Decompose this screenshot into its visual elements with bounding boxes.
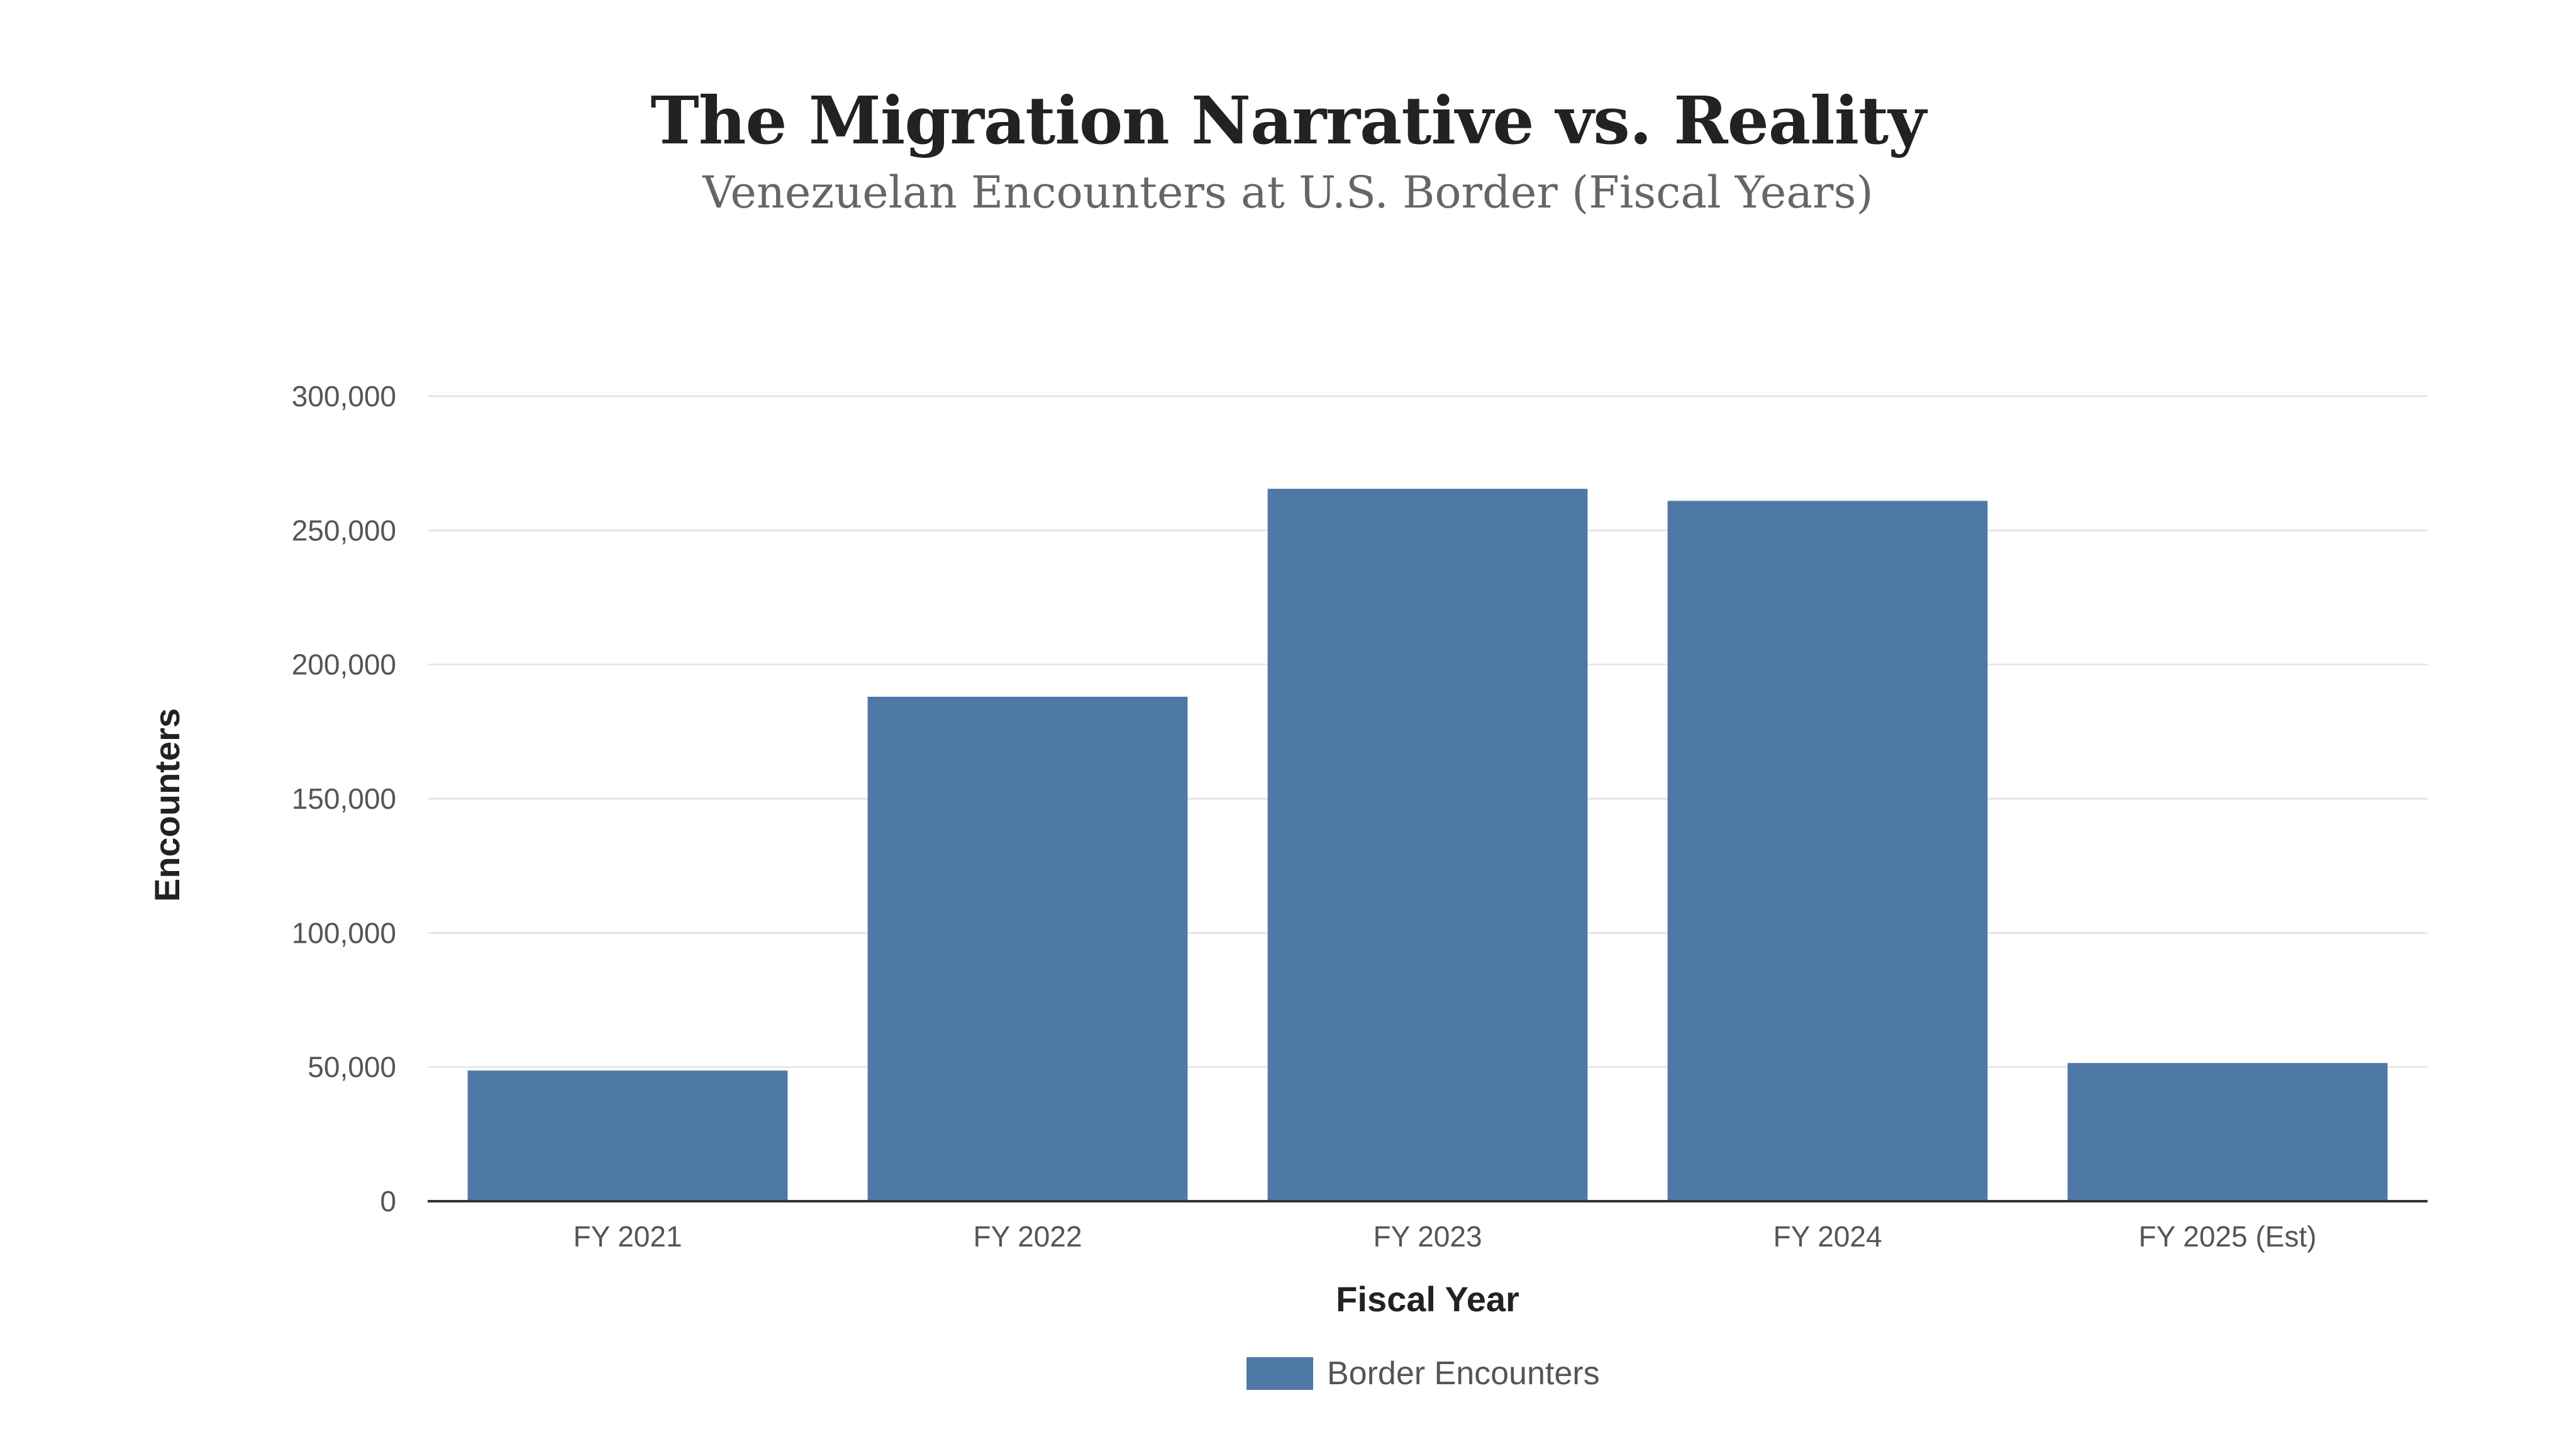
x-tick-label: FY 2023: [1373, 1220, 1482, 1253]
y-tick-label: 100,000: [292, 916, 396, 949]
y-tick-label: 300,000: [292, 380, 396, 413]
bar[interactable]: [2067, 1063, 2388, 1201]
bars: [467, 489, 2388, 1202]
bar[interactable]: [867, 696, 1188, 1201]
bar[interactable]: [467, 1070, 788, 1201]
x-tick-label: FY 2025 (Est): [2139, 1220, 2317, 1253]
x-axis-title: Fiscal Year: [1336, 1279, 1519, 1319]
y-axis-title: Encounters: [147, 708, 187, 902]
chart-title: The Migration Narrative vs. Reality: [650, 82, 1926, 159]
bar[interactable]: [1267, 489, 1588, 1202]
bar[interactable]: [1667, 501, 1988, 1201]
x-tick-label: FY 2021: [573, 1220, 682, 1253]
y-tick-label: 0: [380, 1185, 396, 1218]
y-tick-label: 200,000: [292, 648, 396, 681]
x-tick-label: FY 2022: [973, 1220, 1082, 1253]
y-tick-label: 150,000: [292, 782, 396, 815]
legend-swatch: [1246, 1357, 1313, 1390]
y-tick-labels: 0 50,000 100,000 150,000 200,000 250,000 300,0…: [292, 380, 396, 1218]
x-tick-label: FY 2024: [1773, 1220, 1882, 1253]
y-tick-label: 50,000: [308, 1051, 396, 1084]
legend-label: Border Encounters: [1327, 1355, 1600, 1392]
y-tick-label: 250,000: [292, 514, 396, 547]
chart-subtitle: Venezuelan Encounters at U.S. Border (Fi…: [702, 167, 1874, 218]
x-tick-labels: FY 2021 FY 2022 FY 2023 FY 2024 FY 2025 (Est…: [573, 1220, 2316, 1253]
legend: Border Encounters: [1246, 1355, 1600, 1392]
